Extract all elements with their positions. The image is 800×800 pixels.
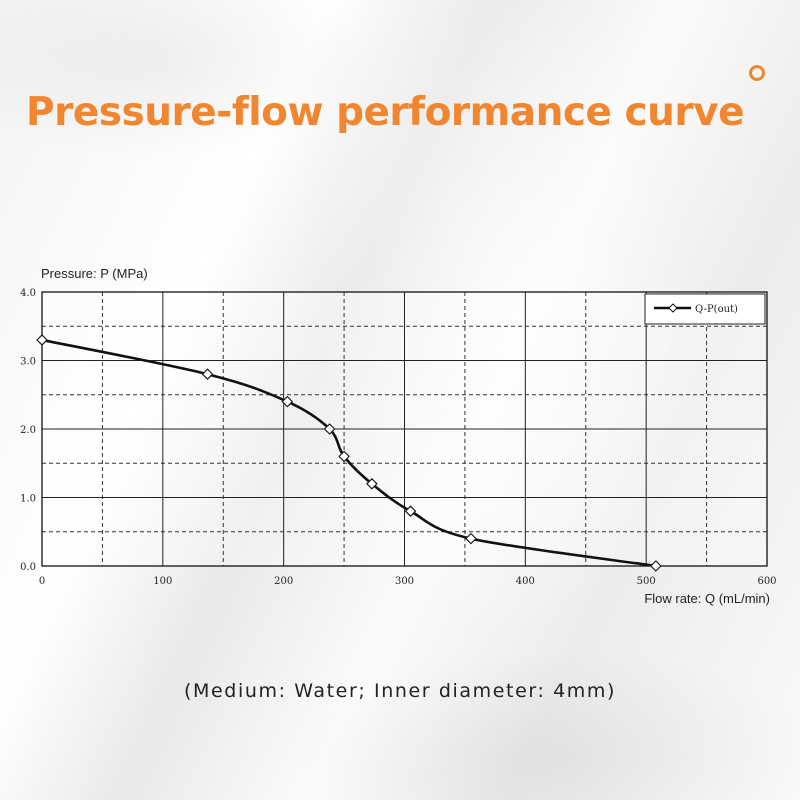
- plot-frame: [41, 291, 768, 567]
- x-tick-label: 100: [153, 576, 172, 587]
- data-point-marker: [281, 395, 294, 408]
- x-tick-label: 200: [274, 576, 293, 587]
- x-tick-label: 0: [39, 576, 45, 587]
- x-tick-label: 300: [395, 576, 414, 587]
- medium-caption: (Medium: Water; Inner diameter: 4mm): [183, 680, 616, 702]
- data-point-marker: [404, 505, 417, 517]
- orange-ring-icon: [749, 65, 765, 81]
- page-title: Pressure-flow performance curve: [26, 90, 745, 135]
- x-tick-label: 600: [757, 576, 776, 587]
- y-axis-label: Pressure: P (MPa): [41, 266, 148, 281]
- legend-marker: [668, 303, 678, 313]
- data-point-marker: [465, 532, 477, 545]
- y-tick-label: 3.0: [20, 357, 36, 368]
- x-tick-label: 400: [516, 576, 535, 587]
- y-tick-label: 0.0: [20, 562, 36, 573]
- y-tick-label: 1.0: [20, 494, 36, 505]
- data-point-marker: [650, 560, 662, 572]
- data-point-marker: [201, 368, 214, 380]
- y-tick-label: 2.0: [20, 425, 36, 436]
- y-tick-label: 4.0: [20, 288, 36, 299]
- x-axis-label: Flow rate: Q (mL/min): [644, 591, 770, 606]
- data-point-marker: [366, 478, 378, 490]
- data-point-marker: [36, 334, 48, 346]
- data-point-marker: [323, 423, 336, 435]
- data-point-marker: [338, 450, 350, 463]
- legend-label: Q-P(out): [695, 304, 738, 315]
- x-tick-label: 500: [637, 576, 656, 587]
